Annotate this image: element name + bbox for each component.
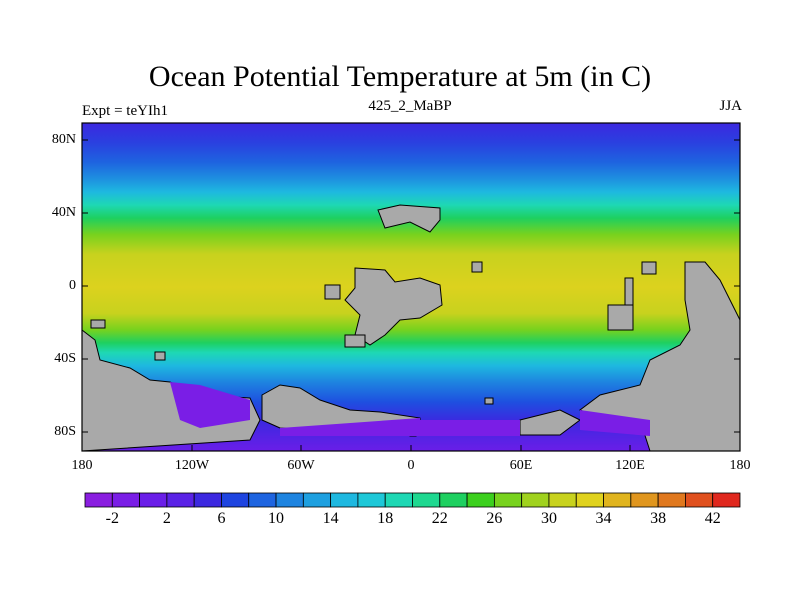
colorbar-swatch: [630, 492, 659, 508]
experiment-label: Expt = teYIh1: [82, 103, 168, 119]
colorbar-swatch: [603, 492, 632, 508]
lon-label-180w: 180: [71, 458, 93, 473]
colorbar-label: 14: [322, 510, 339, 527]
colorbar-swatch: [657, 492, 686, 508]
lat-label-0: 0: [69, 278, 76, 293]
period-label: 425_2_MaBP: [368, 98, 452, 114]
colorbar-swatch: [493, 492, 523, 508]
colorbar-swatch: [357, 492, 386, 508]
lon-label-120w: 120W: [174, 458, 210, 473]
colorbar-label: 6: [217, 510, 226, 527]
colorbar: [84, 492, 741, 508]
colorbar-swatch: [412, 492, 441, 508]
colorbar-swatch: [466, 492, 495, 508]
colorbar-swatch: [439, 492, 468, 508]
colorbar-label: -2: [105, 510, 119, 527]
colorbar-label: 34: [595, 510, 612, 527]
island-6: [90, 319, 106, 329]
island-5: [607, 304, 634, 331]
island-2: [471, 261, 483, 273]
season-label: JJA: [719, 98, 742, 114]
colorbar-swatch: [166, 492, 195, 508]
lat-ticks: [82, 139, 740, 433]
island-7: [154, 351, 166, 361]
colorbar-swatch: [384, 492, 413, 508]
colorbar-swatch: [221, 492, 250, 508]
colorbar-swatch: [111, 492, 140, 508]
colorbar-swatch: [302, 492, 332, 508]
lat-label-40n: 40N: [51, 205, 76, 220]
island-3: [641, 261, 657, 275]
lon-label-0: 0: [407, 458, 415, 473]
lon-ticks: [81, 445, 741, 451]
map-title: Ocean Potential Temperature at 5m (in C): [148, 60, 652, 93]
colorbar-swatch: [548, 492, 577, 508]
colorbar-label: 42: [704, 510, 721, 527]
island-9: [484, 397, 494, 405]
lat-label-80n: 80N: [51, 132, 76, 147]
colorbar-swatch: [275, 492, 304, 508]
land-north-patch: [377, 204, 441, 233]
colorbar-label: 2: [162, 510, 171, 527]
colorbar-swatch: [575, 492, 604, 508]
island-8: [344, 334, 366, 348]
colorbar-swatch: [685, 492, 714, 508]
colorbar-swatch: [521, 492, 550, 508]
colorbar-label: 38: [650, 510, 667, 527]
lat-label-40s: 40S: [54, 351, 76, 366]
colorbar-swatch: [193, 492, 222, 508]
colorbar-label: 18: [377, 510, 394, 527]
colorbar-swatch: [712, 492, 741, 508]
colorbar-label: 10: [268, 510, 285, 527]
cold-water: [170, 382, 650, 436]
lon-label-120e: 120E: [615, 458, 645, 473]
lon-label-60e: 60E: [509, 458, 533, 473]
colorbar-label: 26: [486, 510, 503, 527]
island-1: [324, 284, 341, 300]
colorbar-label: 30: [540, 510, 557, 527]
colorbar-swatch: [84, 492, 113, 508]
colorbar-label: 22: [431, 510, 448, 527]
land-center: [344, 267, 443, 346]
lon-label-180e: 180: [729, 458, 751, 473]
colorbar-swatch: [248, 492, 277, 508]
colorbar-swatch: [330, 492, 359, 508]
colorbar-swatch: [139, 492, 168, 508]
lat-label-80s: 80S: [54, 424, 76, 439]
lon-label-60w: 60W: [287, 458, 315, 473]
